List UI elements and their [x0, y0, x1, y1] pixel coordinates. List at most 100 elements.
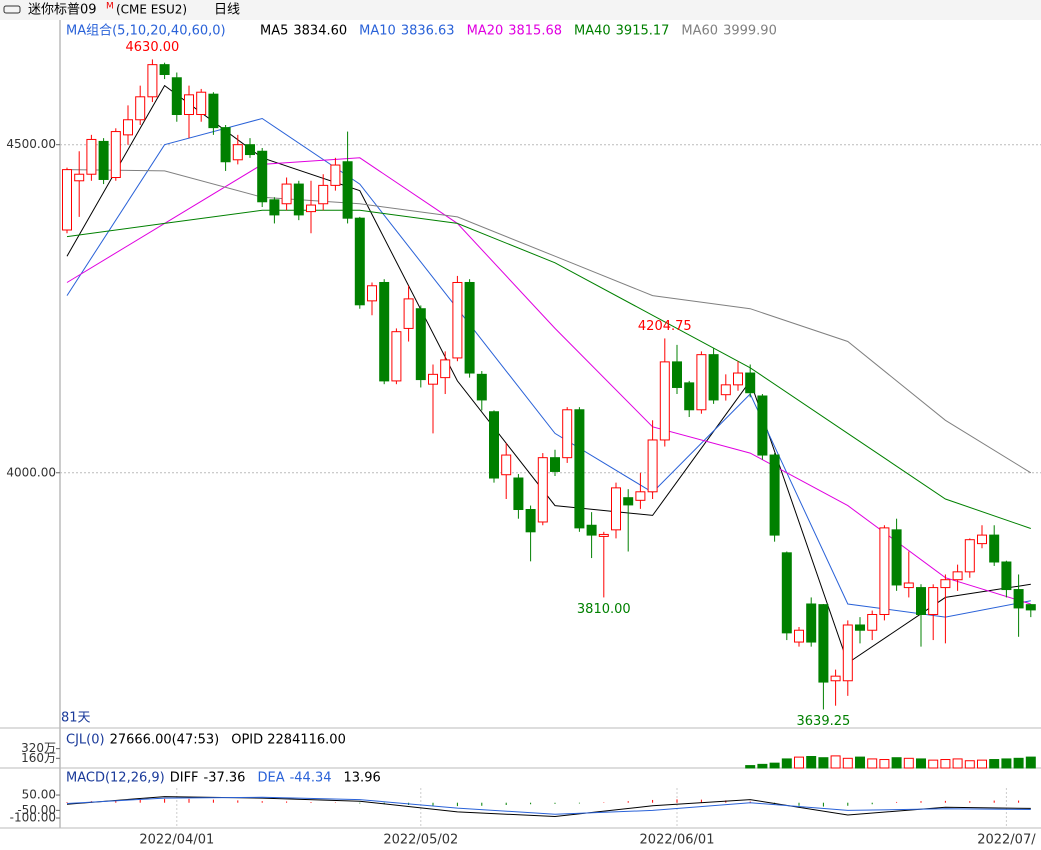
- legend-name: CJL(0): [66, 733, 105, 748]
- candle-body: [196, 91, 207, 116]
- candle-body: [232, 144, 243, 161]
- y-tick-label: 320万: [21, 741, 56, 755]
- volume-bar: [1001, 758, 1012, 769]
- legend-value: 3836.63: [401, 24, 455, 39]
- legend-value: 3999.90: [723, 24, 777, 39]
- candle-body: [98, 140, 109, 180]
- candle-body: [867, 613, 878, 631]
- candle-body: [940, 579, 951, 589]
- legend-title: MA组合(5,10,20,40,60,0): [66, 24, 226, 39]
- legend-value: 3815.68: [508, 24, 562, 39]
- candle-body: [391, 331, 402, 382]
- candle-body: [293, 183, 304, 216]
- candle-body: [354, 217, 365, 306]
- candle-body: [86, 138, 97, 175]
- candle-body: [403, 298, 414, 329]
- candle-body: [135, 96, 146, 121]
- candle-body: [586, 524, 597, 536]
- legend-name: MACD(12,26,9): [66, 771, 165, 786]
- volume-bar: [964, 760, 975, 769]
- x-tick-label: 2022/04/01: [139, 833, 214, 848]
- candle-body: [257, 150, 268, 203]
- candle-body: [428, 373, 438, 385]
- candle-body: [330, 164, 341, 186]
- candle-body: [745, 372, 756, 394]
- candle-body: [269, 199, 280, 216]
- candle-body: [367, 285, 377, 302]
- ma-line: [66, 209, 1031, 529]
- candle-body: [184, 94, 194, 116]
- candle-body: [769, 454, 780, 536]
- volume-bar: [794, 756, 804, 769]
- x-tick-label: 2022/07/: [977, 833, 1036, 848]
- legend-name: MA5: [260, 24, 288, 39]
- volume-bar: [867, 758, 878, 769]
- candle-body: [647, 439, 658, 493]
- candle-body: [208, 93, 219, 129]
- volume-bar: [1013, 757, 1024, 769]
- candle-body: [818, 604, 829, 683]
- period[interactable]: 日线: [214, 3, 240, 18]
- candle-body: [1001, 561, 1012, 591]
- candle-body: [916, 587, 926, 615]
- candle-body: [62, 169, 72, 231]
- candle-body: [123, 119, 133, 136]
- instrument-title: 迷你标普09: [28, 3, 97, 18]
- y-tick-label: 4000.00: [6, 465, 56, 479]
- volume-bar: [891, 757, 902, 769]
- legend-value: 3834.60: [293, 24, 347, 39]
- candle-body: [635, 491, 646, 501]
- candle-body: [171, 77, 182, 116]
- contract: (CME ESU2): [116, 3, 187, 17]
- candle-body: [989, 534, 1000, 563]
- candle-body: [513, 477, 524, 511]
- candle-body: [489, 411, 499, 479]
- candle-body: [574, 409, 585, 529]
- volume-bar: [745, 765, 756, 769]
- candle-body: [464, 281, 475, 374]
- volume-bar: [916, 758, 926, 769]
- legend-value: OPID 2284116.00: [231, 733, 346, 748]
- volume-bar: [842, 757, 853, 769]
- candle-body: [342, 161, 353, 219]
- volume-bar: [952, 758, 963, 769]
- legend-value: 13.96: [344, 771, 381, 786]
- volume-bar: [928, 759, 939, 769]
- legend-value: -44.34: [290, 771, 332, 786]
- x-tick-label: 2022/06/01: [640, 833, 715, 848]
- macd-line: [66, 796, 1031, 815]
- candle-body: [415, 308, 426, 381]
- candle-body: [1013, 589, 1024, 609]
- volume-bar: [806, 756, 817, 769]
- candle-body: [977, 534, 987, 545]
- candle-body: [623, 497, 634, 506]
- candle-body: [1025, 604, 1036, 611]
- candle-body: [281, 183, 292, 205]
- candle-body: [708, 354, 719, 401]
- candle-body: [757, 395, 768, 456]
- candle-body: [720, 384, 731, 396]
- candle-body: [891, 529, 902, 586]
- x-tick-label: 2022/05/02: [383, 833, 458, 848]
- candle-body: [684, 382, 695, 411]
- candle-body: [306, 204, 316, 213]
- volume-bar: [830, 755, 841, 769]
- volume-bar: [855, 756, 865, 769]
- candle-body: [733, 372, 743, 386]
- volume-bar: [1025, 756, 1036, 769]
- candle-body: [245, 144, 255, 156]
- legend-name: MA60: [681, 24, 718, 39]
- volume-bar: [769, 762, 780, 769]
- y-tick-label: 160万: [21, 751, 56, 765]
- candle-body: [159, 64, 170, 75]
- y-tick-label: -50.00: [17, 803, 56, 817]
- candle-body: [903, 582, 914, 589]
- candle-body: [611, 487, 621, 531]
- candle-body: [696, 354, 707, 411]
- candle-body: [440, 359, 451, 379]
- candle-body: [806, 603, 817, 643]
- header-bar: [0, 0, 1041, 20]
- candle-body: [379, 281, 390, 382]
- candle-body: [550, 457, 560, 472]
- candle-body: [928, 587, 939, 615]
